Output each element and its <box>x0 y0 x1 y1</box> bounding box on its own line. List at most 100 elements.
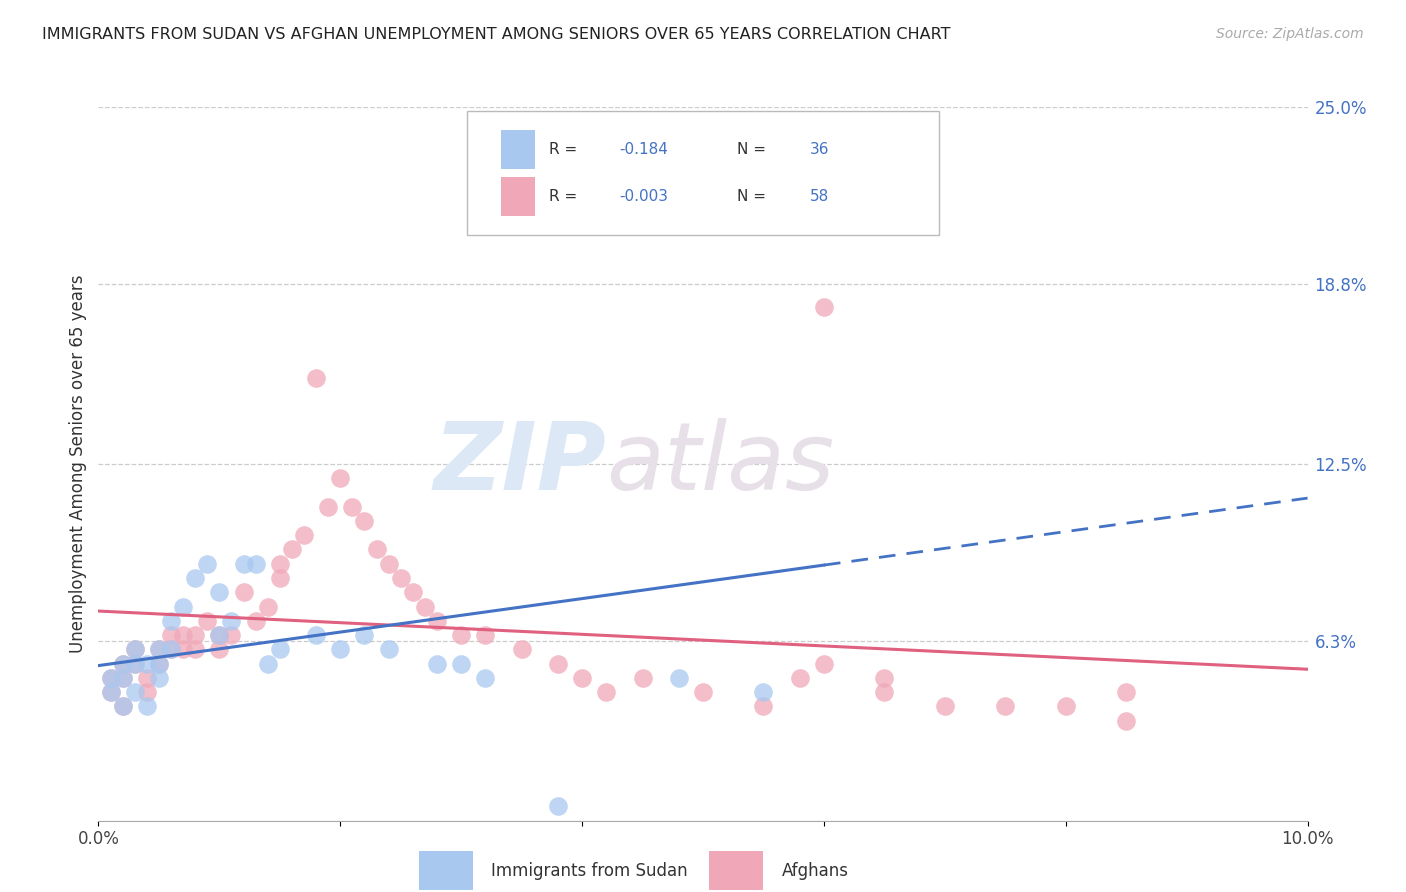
Point <box>450 628 472 642</box>
Point <box>377 642 399 657</box>
Point <box>208 642 231 657</box>
Text: 58: 58 <box>810 189 828 203</box>
Text: 36: 36 <box>810 143 830 157</box>
Point <box>111 657 134 671</box>
Point <box>221 614 243 628</box>
Point <box>208 628 231 642</box>
Point <box>994 699 1017 714</box>
Point <box>377 557 399 571</box>
Point <box>135 657 157 671</box>
Point <box>111 657 134 671</box>
Point <box>1115 714 1137 728</box>
Point <box>148 657 170 671</box>
Point <box>329 642 352 657</box>
Point <box>269 571 291 585</box>
Point <box>111 671 134 685</box>
Point <box>100 671 122 685</box>
Text: Afghans: Afghans <box>782 862 849 880</box>
Point <box>547 657 569 671</box>
Point <box>135 671 157 685</box>
Point <box>426 614 449 628</box>
Point <box>160 614 183 628</box>
Y-axis label: Unemployment Among Seniors over 65 years: Unemployment Among Seniors over 65 years <box>69 275 87 653</box>
Point <box>547 799 569 814</box>
Point <box>413 599 436 614</box>
Point <box>160 628 183 642</box>
Point <box>135 699 157 714</box>
Point <box>148 642 170 657</box>
Point <box>329 471 352 485</box>
FancyBboxPatch shape <box>419 851 474 890</box>
Point <box>184 642 207 657</box>
Point <box>208 628 231 642</box>
Point <box>510 642 533 657</box>
Point <box>474 628 496 642</box>
Point <box>292 528 315 542</box>
Point <box>631 671 654 685</box>
Text: R =: R = <box>550 189 582 203</box>
Text: -0.184: -0.184 <box>620 143 668 157</box>
Point <box>221 628 243 642</box>
Point <box>124 642 146 657</box>
Point <box>184 571 207 585</box>
Point <box>426 657 449 671</box>
Point <box>668 671 690 685</box>
Point <box>100 685 122 699</box>
Text: R =: R = <box>550 143 582 157</box>
Text: N =: N = <box>737 143 770 157</box>
Point <box>195 557 218 571</box>
Point <box>256 657 278 671</box>
Point <box>269 642 291 657</box>
FancyBboxPatch shape <box>709 851 763 890</box>
Point <box>1054 699 1077 714</box>
Point <box>934 699 956 714</box>
Point <box>124 657 146 671</box>
FancyBboxPatch shape <box>467 111 939 235</box>
Point <box>148 642 170 657</box>
Point <box>184 628 207 642</box>
Point <box>195 614 218 628</box>
Point <box>353 628 375 642</box>
Point <box>595 685 617 699</box>
Point <box>208 585 231 599</box>
Point <box>813 657 835 671</box>
Point <box>813 214 835 228</box>
Point <box>124 642 146 657</box>
Point <box>873 685 896 699</box>
Point <box>124 657 146 671</box>
Text: Source: ZipAtlas.com: Source: ZipAtlas.com <box>1216 27 1364 41</box>
Point <box>111 671 134 685</box>
Point <box>366 542 388 557</box>
Point <box>148 671 170 685</box>
Point <box>752 699 775 714</box>
Point <box>305 628 328 642</box>
Point <box>245 614 267 628</box>
Point <box>160 642 183 657</box>
Point <box>389 571 412 585</box>
Text: -0.003: -0.003 <box>620 189 669 203</box>
Point <box>135 685 157 699</box>
Point <box>813 300 835 314</box>
Text: N =: N = <box>737 189 770 203</box>
Point <box>245 557 267 571</box>
Text: IMMIGRANTS FROM SUDAN VS AFGHAN UNEMPLOYMENT AMONG SENIORS OVER 65 YEARS CORRELA: IMMIGRANTS FROM SUDAN VS AFGHAN UNEMPLOY… <box>42 27 950 42</box>
Point <box>256 599 278 614</box>
Text: Immigrants from Sudan: Immigrants from Sudan <box>492 862 688 880</box>
Point <box>111 699 134 714</box>
Point <box>316 500 339 514</box>
Point <box>474 671 496 685</box>
FancyBboxPatch shape <box>501 130 534 169</box>
Point <box>172 628 194 642</box>
Point <box>353 514 375 528</box>
Point <box>342 500 364 514</box>
Point <box>100 685 122 699</box>
Point <box>450 657 472 671</box>
Point <box>1115 685 1137 699</box>
Point <box>305 371 328 385</box>
Point <box>281 542 304 557</box>
Point <box>752 685 775 699</box>
Point <box>232 557 254 571</box>
Point <box>148 657 170 671</box>
Point <box>873 671 896 685</box>
Point <box>402 585 425 599</box>
